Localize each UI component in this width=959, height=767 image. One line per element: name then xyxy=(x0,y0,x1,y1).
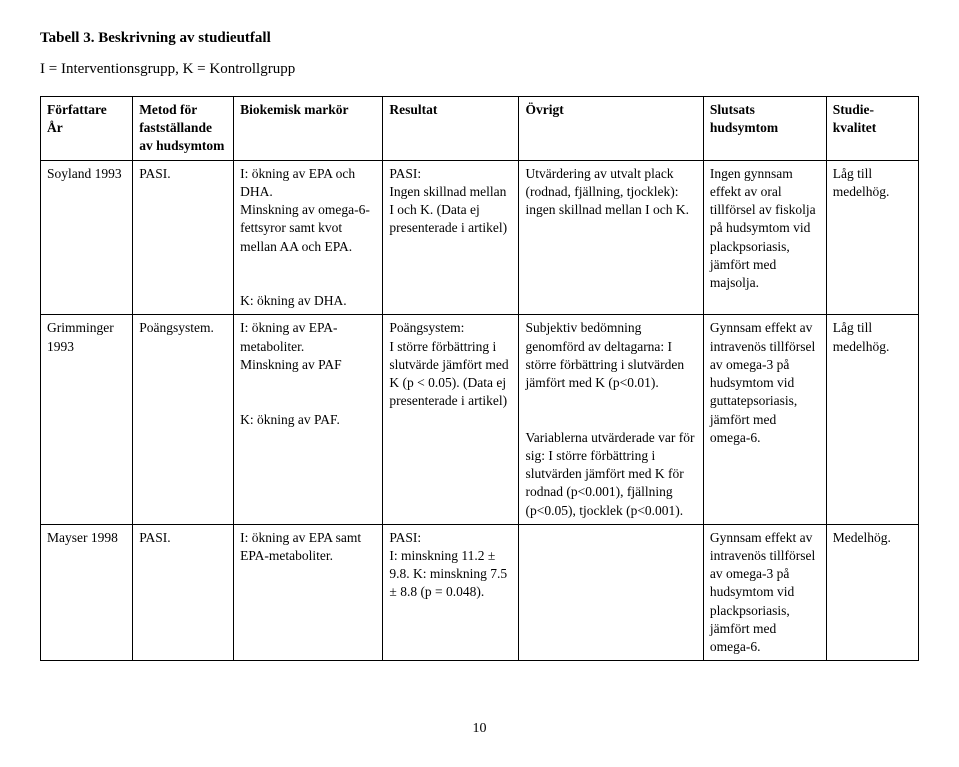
table-row: Mayser 1998 PASI. I: ökning av EPA samt … xyxy=(41,524,919,661)
col-header-method: Metod för fastställande av hudsymtom xyxy=(133,97,234,161)
cell-method: Poängsystem. xyxy=(133,315,234,524)
cell-kvalitet: Låg till medelhög. xyxy=(826,315,918,524)
table-subtitle: I = Interventionsgrupp, K = Kontrollgrup… xyxy=(40,61,919,78)
cell-author: Grimminger 1993 xyxy=(41,315,133,524)
cell-kvalitet: Låg till medelhög. xyxy=(826,160,918,315)
col-header-ovrigt: Övrigt xyxy=(519,97,703,161)
cell-method: PASI. xyxy=(133,524,234,661)
col-header-result: Resultat xyxy=(383,97,519,161)
cell-marker: I: ökning av EPA och DHA.Minskning av om… xyxy=(234,160,383,315)
cell-ovrigt xyxy=(519,524,703,661)
col-header-slutsats: Slutsats hudsymtom xyxy=(703,97,826,161)
cell-ovrigt: Utvärdering av utvalt plack (rodnad, fjä… xyxy=(519,160,703,315)
cell-marker: I: ökning av EPA-metaboliter.Minskning a… xyxy=(234,315,383,524)
col-header-kvalitet: Studie-kvalitet xyxy=(826,97,918,161)
cell-slutsats: Gynnsam effekt av intravenös tillförsel … xyxy=(703,315,826,524)
table-row: Soyland 1993 PASI. I: ökning av EPA och … xyxy=(41,160,919,315)
cell-kvalitet: Medelhög. xyxy=(826,524,918,661)
cell-slutsats: Gynnsam effekt av intravenös tillförsel … xyxy=(703,524,826,661)
cell-ovrigt: Subjektiv bedömning genomförd av deltaga… xyxy=(519,315,703,524)
col-header-author: FörfattareÅr xyxy=(41,97,133,161)
cell-result: PASI:Ingen skillnad mellan I och K. (Dat… xyxy=(383,160,519,315)
cell-author: Soyland 1993 xyxy=(41,160,133,315)
table-title: Tabell 3. Beskrivning av studieutfall xyxy=(40,30,919,47)
cell-result: PASI:I: minskning 11.2 ± 9.8. K: minskni… xyxy=(383,524,519,661)
cell-result: Poängsystem:I större förbättring i slutv… xyxy=(383,315,519,524)
col-header-marker: Biokemisk markör xyxy=(234,97,383,161)
cell-marker: I: ökning av EPA samt EPA-metaboliter. xyxy=(234,524,383,661)
table-row: Grimminger 1993 Poängsystem. I: ökning a… xyxy=(41,315,919,524)
table-header-row: FörfattareÅr Metod för fastställande av … xyxy=(41,97,919,161)
cell-method: PASI. xyxy=(133,160,234,315)
cell-slutsats: Ingen gynnsam effekt av oral tillförsel … xyxy=(703,160,826,315)
study-table: FörfattareÅr Metod för fastställande av … xyxy=(40,96,919,661)
page-number: 10 xyxy=(40,721,919,737)
cell-author: Mayser 1998 xyxy=(41,524,133,661)
